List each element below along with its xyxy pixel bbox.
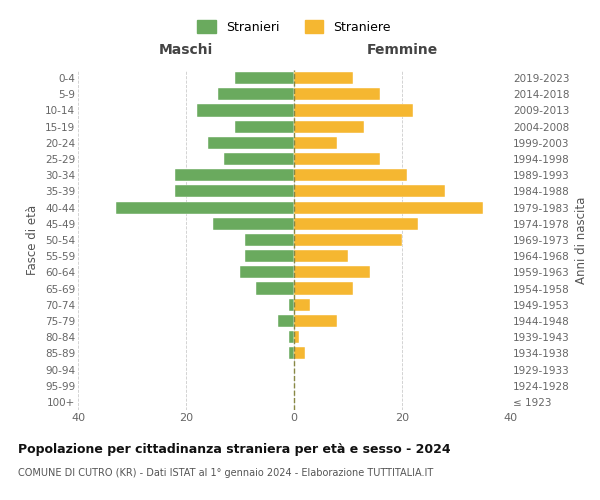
Bar [256,282,294,294]
Bar [294,153,380,165]
Bar [197,104,294,117]
Bar [294,348,305,360]
Bar [213,218,294,230]
Bar [175,186,294,198]
Bar [294,250,348,262]
Bar [235,72,294,84]
Bar [289,331,294,343]
Bar [294,218,418,230]
Y-axis label: Fasce di età: Fasce di età [26,205,40,275]
Bar [294,266,370,278]
Bar [245,234,294,246]
Bar [294,234,402,246]
Bar [278,315,294,327]
Bar [294,315,337,327]
Text: Popolazione per cittadinanza straniera per età e sesso - 2024: Popolazione per cittadinanza straniera p… [18,442,451,456]
Text: COMUNE DI CUTRO (KR) - Dati ISTAT al 1° gennaio 2024 - Elaborazione TUTTITALIA.I: COMUNE DI CUTRO (KR) - Dati ISTAT al 1° … [18,468,433,477]
Bar [294,72,353,84]
Bar [294,104,413,117]
Bar [208,137,294,149]
Bar [294,331,299,343]
Bar [294,169,407,181]
Text: Femmine: Femmine [367,43,437,57]
Bar [294,186,445,198]
Text: Maschi: Maschi [159,43,213,57]
Bar [294,282,353,294]
Bar [294,137,337,149]
Bar [289,298,294,311]
Legend: Stranieri, Straniere: Stranieri, Straniere [192,15,396,38]
Bar [224,153,294,165]
Bar [116,202,294,213]
Bar [240,266,294,278]
Bar [294,120,364,132]
Bar [245,250,294,262]
Bar [289,348,294,360]
Bar [294,298,310,311]
Bar [235,120,294,132]
Bar [175,169,294,181]
Bar [218,88,294,101]
Y-axis label: Anni di nascita: Anni di nascita [575,196,588,284]
Bar [294,202,483,213]
Bar [294,88,380,101]
